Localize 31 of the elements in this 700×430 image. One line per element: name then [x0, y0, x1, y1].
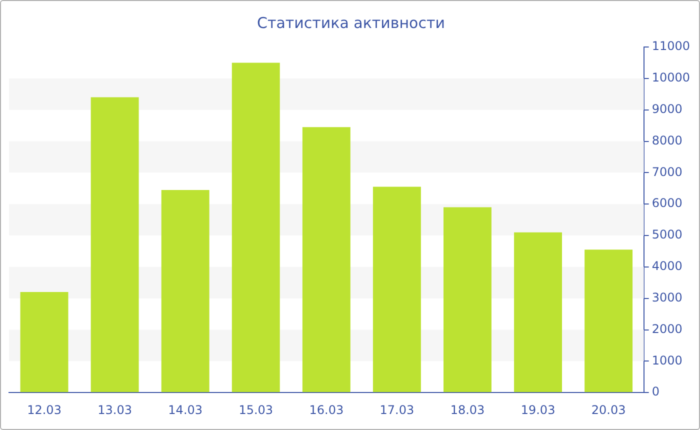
y-tick-label: 2000: [652, 322, 682, 336]
bar: [20, 292, 68, 392]
y-tick-label: 5000: [652, 228, 682, 242]
y-tick-label: 7000: [652, 164, 682, 179]
y-tick-label: 10000: [652, 70, 690, 85]
bar: [232, 62, 280, 392]
bar: [372, 186, 421, 392]
x-tick-label: 17.03: [380, 402, 414, 417]
bar: [302, 127, 350, 392]
bar: [90, 97, 139, 392]
x-tick-label: 20.03: [591, 402, 626, 417]
x-tick-label: 15.03: [238, 402, 274, 417]
x-tick-label: 16.03: [309, 402, 344, 417]
y-tick-label: 6000: [652, 196, 682, 210]
x-tick-label: 13.03: [98, 402, 132, 417]
y-tick-label: 1000: [652, 353, 682, 368]
y-tick-label: 8000: [652, 133, 682, 148]
y-tick-label: 3000: [652, 290, 682, 304]
x-tick-label: 14.03: [168, 402, 203, 417]
x-tick-label: 18.03: [450, 402, 485, 417]
bar: [444, 207, 492, 392]
y-tick-label: 11000: [652, 39, 690, 54]
chart-title: Статистика активности: [257, 14, 445, 32]
y-tick-label: 0: [652, 384, 660, 399]
x-tick-label: 12.03: [27, 402, 62, 417]
bar: [161, 190, 210, 392]
bar: [584, 250, 633, 392]
y-tick-label: 9000: [652, 102, 682, 116]
x-tick-label: 19.03: [520, 402, 556, 417]
bar: [514, 232, 562, 392]
y-tick-label: 4000: [652, 259, 682, 274]
